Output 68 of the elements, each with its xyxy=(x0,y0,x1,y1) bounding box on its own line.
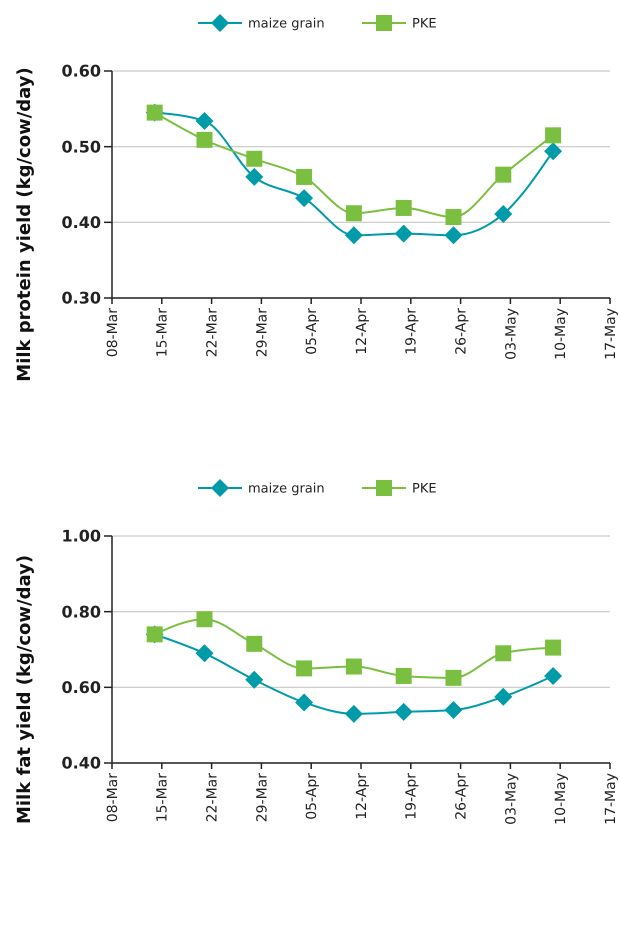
y-tick-label: 0.60 xyxy=(62,678,101,697)
y-tick-label: 1.00 xyxy=(62,526,101,546)
y-tick-label: 0.60 xyxy=(62,62,101,81)
point xyxy=(495,166,512,183)
point xyxy=(196,132,212,148)
point xyxy=(394,702,413,721)
x-tick-label: 17-May xyxy=(602,773,619,825)
point xyxy=(494,688,512,706)
point xyxy=(295,189,314,208)
x-tick-label: 26-Apr xyxy=(454,308,470,355)
point xyxy=(246,150,262,167)
x-tick-label: 10-May xyxy=(553,773,570,825)
point xyxy=(444,701,462,720)
x-tick-label: 12-Apr xyxy=(354,772,370,820)
point xyxy=(394,224,413,243)
x-tick-label: 17-May xyxy=(602,308,619,360)
legend-label: PKE xyxy=(412,482,437,497)
x-tick-label: 19-Apr xyxy=(404,772,420,820)
point xyxy=(344,704,363,723)
point xyxy=(494,205,512,224)
x-tick-label: 15-Mar xyxy=(154,772,171,822)
x-tick-label: 08-Mar xyxy=(104,772,121,822)
x-tick-label: 29-Mar xyxy=(254,308,270,358)
point xyxy=(296,168,312,185)
y-axis-title: Milk protein yield (kg/cow/day) xyxy=(14,67,35,382)
legend-label: PKE xyxy=(412,16,437,32)
point xyxy=(495,645,512,662)
point xyxy=(445,670,462,686)
x-tick-label: 08-Mar xyxy=(104,308,121,358)
point xyxy=(246,636,262,652)
x-tick-label: 26-Apr xyxy=(454,772,470,820)
legend-label: maize grain xyxy=(248,16,325,32)
y-tick-label: 0.40 xyxy=(62,754,101,773)
legend-label: maize grain xyxy=(248,482,325,497)
y-tick-label: 0.50 xyxy=(62,137,101,156)
x-tick-label: 22-Mar xyxy=(204,772,220,822)
point xyxy=(245,670,264,689)
x-tick-label: 29-Mar xyxy=(254,772,270,822)
point xyxy=(195,112,214,130)
x-tick-label: 05-Apr xyxy=(304,308,320,355)
point xyxy=(445,209,462,226)
x-tick-label: 15-Mar xyxy=(154,308,171,358)
point xyxy=(295,693,314,712)
point xyxy=(296,660,312,676)
point xyxy=(545,127,562,144)
point xyxy=(544,666,562,685)
point xyxy=(396,668,412,684)
x-tick-label: 03-May xyxy=(503,308,520,360)
point xyxy=(545,640,562,656)
x-tick-label: 03-May xyxy=(503,773,520,825)
y-tick-label: 0.40 xyxy=(62,212,101,232)
x-tick-label: 05-Apr xyxy=(304,772,320,820)
point xyxy=(444,226,462,244)
point xyxy=(346,658,362,675)
point xyxy=(396,200,412,216)
point xyxy=(196,611,212,628)
point xyxy=(245,168,264,186)
y-axis-title: Milk fat yield (kg/cow/day) xyxy=(14,554,35,824)
x-tick-label: 10-May xyxy=(553,308,570,360)
y-tick-label: 0.30 xyxy=(62,288,101,308)
point xyxy=(195,644,214,662)
x-tick-label: 22-Mar xyxy=(204,308,220,358)
x-tick-label: 12-Apr xyxy=(354,308,370,355)
y-tick-label: 0.80 xyxy=(62,602,101,622)
point xyxy=(544,142,562,160)
x-tick-label: 19-Apr xyxy=(404,308,420,355)
point xyxy=(346,205,362,222)
point xyxy=(344,226,363,244)
